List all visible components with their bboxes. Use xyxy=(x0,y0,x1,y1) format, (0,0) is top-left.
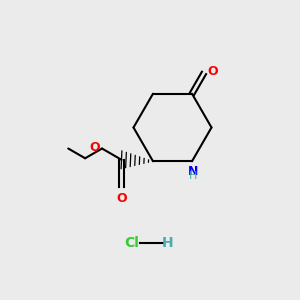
Text: O: O xyxy=(116,192,127,205)
Text: H: H xyxy=(189,171,198,181)
Text: N: N xyxy=(188,166,199,178)
Text: O: O xyxy=(89,141,100,154)
Text: O: O xyxy=(208,65,218,78)
Text: H: H xyxy=(162,236,174,250)
Text: Cl: Cl xyxy=(124,236,140,250)
